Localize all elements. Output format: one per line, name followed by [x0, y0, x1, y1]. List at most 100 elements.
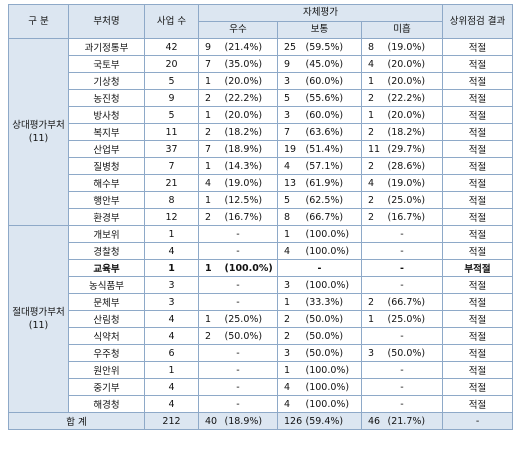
eval-percent: (20.0%)	[385, 106, 444, 124]
eval-count: 2	[198, 89, 223, 107]
eval-none: -	[198, 276, 278, 294]
result: 적절	[442, 344, 514, 362]
total-count: 212	[144, 412, 199, 430]
row: 식약처 4 2 (50.0%) 2 (50.0%) - 적절	[9, 327, 514, 345]
row: 질병청 7 1 (14.3%) 4 (57.1%) 2 (28.6%) 적절	[9, 157, 514, 175]
project-count: 4	[144, 395, 199, 413]
group-cell: 상대평가부처 (11)	[8, 38, 69, 226]
project-count: 3	[144, 293, 199, 311]
eval-count: 1	[198, 191, 223, 209]
project-count: 4	[144, 242, 199, 260]
eval-percent: (22.2%)	[222, 89, 278, 107]
header-self: 자체평가	[197, 4, 444, 22]
eval-count: 2	[361, 293, 386, 311]
eval-percent: (66.7%)	[303, 208, 362, 226]
eval-percent: (59.4%)	[303, 412, 362, 430]
eval-percent: (19.0%)	[385, 38, 444, 56]
eval-count: 1	[361, 106, 386, 124]
eval-count: 1	[198, 310, 223, 328]
eval-percent: (100.0%)	[303, 225, 362, 243]
row: 원안위 1-1 (100.0%) - 적절	[9, 361, 514, 379]
eval-count: 1	[198, 259, 223, 277]
eval-percent: (29.7%)	[385, 140, 444, 158]
row: 산업부 37 7 (18.9%) 19 (51.4%) 11 (29.7%) 적절	[9, 140, 514, 158]
eval-percent: (100.0%)	[303, 242, 362, 260]
eval-percent: (100.0%)	[222, 259, 278, 277]
result: 적절	[442, 191, 514, 209]
eval-percent: (60.0%)	[303, 72, 362, 90]
eval-count: 126	[277, 412, 304, 430]
dept-name: 산림청	[68, 310, 145, 328]
row: 방사청 5 1 (20.0%) 3 (60.0%) 1 (20.0%) 적절	[9, 106, 514, 124]
result: 적절	[442, 361, 514, 379]
eval-percent: (22.2%)	[385, 89, 444, 107]
eval-none: -	[198, 242, 278, 260]
table-body: 상대평가부처 (11) 과기정통부 42 9 (21.4%) 25 (59.5%) 8 (19.0…	[8, 38, 514, 430]
eval-none: -	[198, 378, 278, 396]
header-group: 구 분	[8, 4, 69, 39]
dept-name: 행안부	[68, 191, 145, 209]
row: 농식품부 3-3 (100.0%) - 적절	[9, 276, 514, 294]
dept-name: 우주청	[68, 344, 145, 362]
eval-none: -	[198, 395, 278, 413]
eval-count: 1	[277, 293, 304, 311]
eval-percent: (45.0%)	[303, 55, 362, 73]
eval-percent: (50.0%)	[385, 344, 444, 362]
header-grade: 미흡	[360, 21, 444, 39]
eval-count: 1	[361, 310, 386, 328]
dept-name: 개보위	[68, 225, 145, 243]
eval-count: 2	[198, 327, 223, 345]
total-row: 합 계 212 40 (18.9%) 126 (59.4%) 46 (21.7%) -	[8, 412, 514, 430]
eval-count: 11	[361, 140, 386, 158]
project-count: 11	[144, 123, 199, 141]
eval-percent: (51.4%)	[303, 140, 362, 158]
eval-percent: (12.5%)	[222, 191, 278, 209]
dept-name: 방사청	[68, 106, 145, 124]
eval-count: 2	[361, 157, 386, 175]
eval-none: -	[198, 344, 278, 362]
eval-none: -	[277, 259, 362, 277]
eval-count: 4	[277, 395, 304, 413]
eval-count: 5	[277, 191, 304, 209]
row: 상대평가부처 (11) 과기정통부 42 9 (21.4%) 25 (59.5%) 8 (19.0…	[8, 38, 514, 226]
result: 적절	[442, 310, 514, 328]
eval-count: 25	[277, 38, 304, 56]
eval-count: 1	[198, 72, 223, 90]
eval-none: -	[198, 293, 278, 311]
eval-percent: (55.6%)	[303, 89, 362, 107]
eval-count: 3	[277, 72, 304, 90]
eval-percent: (35.0%)	[222, 55, 278, 73]
row: 행안부 8 1 (12.5%) 5 (62.5%) 2 (25.0%) 적절	[9, 191, 514, 209]
eval-percent: (25.0%)	[385, 310, 444, 328]
row: 문체부 3-1 (33.3%) 2 (66.7%) 적절	[9, 293, 514, 311]
project-count: 21	[144, 174, 199, 192]
result: 적절	[442, 140, 514, 158]
eval-percent: (25.0%)	[222, 310, 278, 328]
result: 적절	[442, 276, 514, 294]
eval-percent: (18.2%)	[385, 123, 444, 141]
project-count: 3	[144, 276, 199, 294]
result: 적절	[442, 225, 514, 243]
project-count: 6	[144, 344, 199, 362]
eval-percent: (66.7%)	[385, 293, 444, 311]
project-count: 12	[144, 208, 199, 226]
eval-percent: (50.0%)	[222, 327, 278, 345]
eval-count: 8	[277, 208, 304, 226]
eval-percent: (50.0%)	[303, 327, 362, 345]
total-label: 합 계	[8, 412, 145, 430]
row: 해수부 21 4 (19.0%) 13 (61.9%) 4 (19.0%) 적절	[9, 174, 514, 192]
eval-percent: (100.0%)	[303, 361, 362, 379]
project-count: 4	[144, 327, 199, 345]
group-cell: 절대평가부처 (11)	[8, 225, 69, 413]
evaluation-table: 구 분 부처명 사업 수 자체평가 상위점검 결과 우수 보통 미흡 상대평가부…	[8, 4, 514, 430]
eval-none: -	[360, 327, 444, 345]
dept-name: 해수부	[68, 174, 145, 192]
eval-percent: (16.7%)	[222, 208, 278, 226]
dept-name: 질병청	[68, 157, 145, 175]
eval-percent: (20.0%)	[385, 55, 444, 73]
eval-count: 7	[198, 55, 223, 73]
eval-count: 2	[198, 208, 223, 226]
eval-none: -	[198, 225, 278, 243]
row: 해경청 4-4 (100.0%) - 적절	[9, 395, 514, 413]
